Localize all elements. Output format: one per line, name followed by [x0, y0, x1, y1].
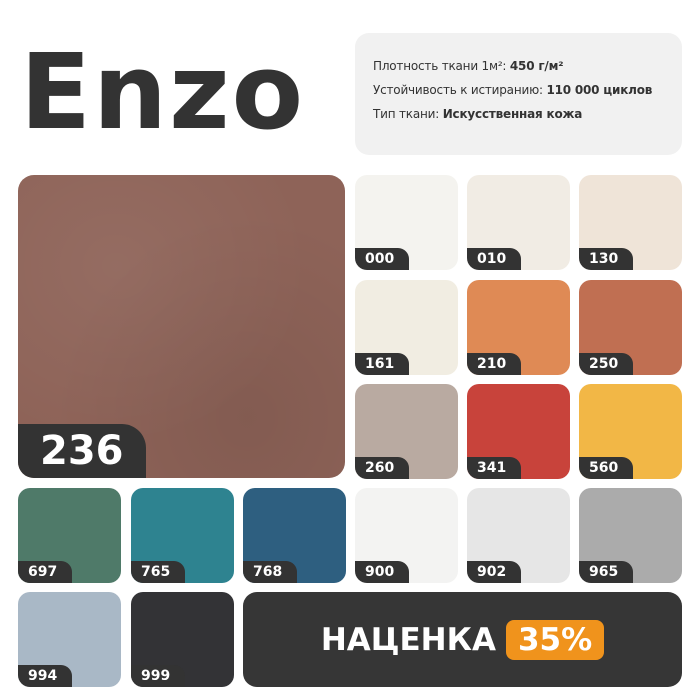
swatch-code: 994 [18, 665, 72, 687]
swatch-161[interactable]: 161 [355, 280, 458, 375]
swatch-560[interactable]: 560 [579, 384, 682, 479]
markup-label: НАЦЕНКА [320, 621, 496, 658]
spec-density: Плотность ткани 1м²: 450 г/м² [373, 59, 564, 73]
swatch-code: 210 [467, 353, 521, 375]
swatch-code: 560 [579, 457, 633, 479]
swatch-341[interactable]: 341 [467, 384, 570, 479]
swatch-code: 000 [355, 248, 409, 270]
swatch-code: 161 [355, 353, 409, 375]
product-title: Enzo [20, 31, 306, 153]
swatch-code: 341 [467, 457, 521, 479]
swatch-010[interactable]: 010 [467, 175, 570, 270]
swatch-000[interactable]: 000 [355, 175, 458, 270]
swatch-965[interactable]: 965 [579, 488, 682, 583]
swatch-code: 697 [18, 561, 72, 583]
spec-type: Тип ткани: Искусственная кожа [373, 107, 583, 121]
swatch-code: 010 [467, 248, 521, 270]
swatch-code: 260 [355, 457, 409, 479]
swatch-902[interactable]: 902 [467, 488, 570, 583]
swatch-code: 902 [467, 561, 521, 583]
featured-swatch[interactable]: 236 [18, 175, 345, 478]
swatch-260[interactable]: 260 [355, 384, 458, 479]
markup-banner: НАЦЕНКА 35% [243, 592, 682, 687]
swatch-code: 250 [579, 353, 633, 375]
swatch-697[interactable]: 697 [18, 488, 121, 583]
swatch-code: 765 [131, 561, 185, 583]
specs-panel: Плотность ткани 1м²: 450 г/м² Устойчивос… [355, 33, 682, 155]
spec-abrasion: Устойчивость к истиранию: 110 000 циклов [373, 83, 653, 97]
swatch-code: 999 [131, 665, 185, 687]
swatch-210[interactable]: 210 [467, 280, 570, 375]
swatch-250[interactable]: 250 [579, 280, 682, 375]
markup-percent-badge: 35% [505, 619, 605, 660]
swatch-code: 965 [579, 561, 633, 583]
swatch-code: 900 [355, 561, 409, 583]
swatch-code: 768 [243, 561, 297, 583]
swatch-900[interactable]: 900 [355, 488, 458, 583]
swatch-765[interactable]: 765 [131, 488, 234, 583]
swatch-code: 130 [579, 248, 633, 270]
swatch-code: 236 [18, 424, 146, 478]
swatch-130[interactable]: 130 [579, 175, 682, 270]
swatch-994[interactable]: 994 [18, 592, 121, 687]
swatch-999[interactable]: 999 [131, 592, 234, 687]
swatch-768[interactable]: 768 [243, 488, 346, 583]
